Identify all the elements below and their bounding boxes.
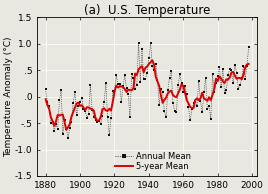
Title: (a)  U.S. Temperature: (a) U.S. Temperature — [84, 4, 210, 17]
Y-axis label: Temperature Anomaly (°C): Temperature Anomaly (°C) — [4, 36, 13, 157]
Legend: Annual Mean, 5-year Mean: Annual Mean, 5-year Mean — [114, 151, 192, 172]
